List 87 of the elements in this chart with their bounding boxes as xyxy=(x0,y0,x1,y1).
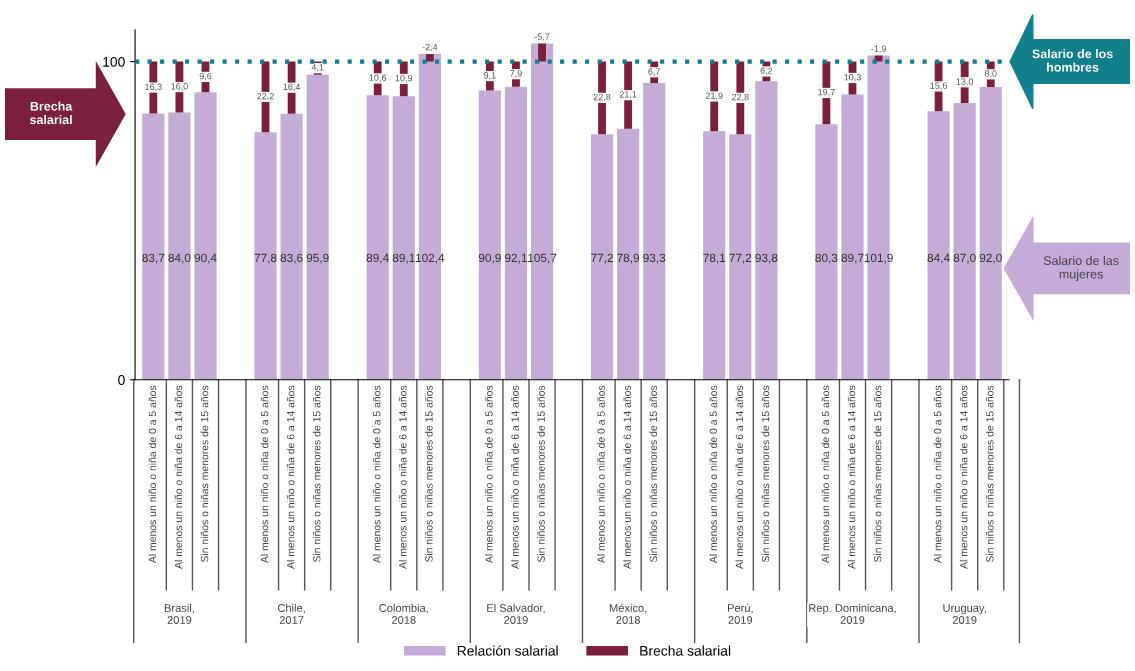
data-label: 10,3 xyxy=(844,74,861,82)
x-tick-label: Sin niños o niñas menores de 15 años xyxy=(200,385,209,563)
x-tick-label: Al menos un niño o niña de 6 a 14 años xyxy=(623,385,631,569)
data-label: 6,2 xyxy=(760,67,773,75)
text: Brecha salarial xyxy=(29,101,73,125)
text: Salario de las mujeres xyxy=(1043,255,1119,281)
data-label: 10,9 xyxy=(395,74,413,83)
x-tick-label: Al menos un niño o niña de 0 a 5 años xyxy=(821,385,830,564)
x-tick-label: Al menos un niño o niña de 0 a 5 años xyxy=(148,385,157,564)
x-tick-label: Sin niños o niñas menores de 15 años xyxy=(985,385,994,563)
data-label: 77,8 xyxy=(254,253,277,264)
data-label: 16,0 xyxy=(171,83,188,91)
x-tick-label: Sin niños o niñas menores de 15 años xyxy=(537,385,545,563)
x-tick-label: Al menos un niño o niña de 6 a 14 años xyxy=(398,385,407,569)
data-label: 16,4 xyxy=(283,83,301,92)
text: El Salvador, 2019 xyxy=(487,603,545,624)
data-label: 16,3 xyxy=(145,83,162,92)
x-tick-label: Al menos un niño o niña de 6 a 14 años xyxy=(735,385,744,569)
x-tick-label: Sin niños o niñas menores de 15 años xyxy=(761,385,770,563)
data-label: 22,2 xyxy=(257,92,274,101)
data-label: 80,3 xyxy=(815,253,838,264)
data-label: 89,1 xyxy=(392,253,415,264)
data-label: 8,0 xyxy=(984,70,997,78)
text: Uruguay, 2019 xyxy=(943,604,986,624)
data-label: -2,4 xyxy=(422,43,438,52)
x-tick-label: Al menos un niño o niña de 6 a 14 años xyxy=(286,385,295,569)
data-label: 93,3 xyxy=(643,253,666,264)
data-label: 87,0 xyxy=(953,253,976,264)
data-label: 77,2 xyxy=(591,253,613,264)
legend-label: Relación salarial xyxy=(457,645,558,656)
ref-line-label: Salario de los hombres xyxy=(1032,49,1113,72)
data-label: 9,1 xyxy=(484,72,496,80)
data-label: 19,7 xyxy=(818,88,835,97)
data-label: 9,6 xyxy=(199,72,212,81)
text: Perú, 2019 xyxy=(727,603,753,624)
text: México, 2018 xyxy=(609,603,647,624)
x-tick-label: Al menos un niño o niña de 6 a 14 años xyxy=(174,385,183,569)
data-label: 90,4 xyxy=(194,253,217,264)
data-label: 101,9 xyxy=(864,253,893,264)
x-tick-label: Al menos un niño o niña de 0 a 5 años xyxy=(597,385,605,564)
data-label: 78,9 xyxy=(617,253,640,264)
x-tick-label: Sin niños o niñas menores de 15 años xyxy=(312,385,321,563)
data-label: 22,8 xyxy=(731,93,749,102)
data-label: 21,9 xyxy=(705,92,723,100)
data-label: 92,1 xyxy=(505,253,527,264)
data-label: 21,1 xyxy=(619,91,637,99)
x-tick-label: Al menos un niño o niña de 0 a 5 años xyxy=(260,385,269,564)
data-label: 22,8 xyxy=(593,93,611,102)
data-label: 4,1 xyxy=(311,64,324,72)
y-tick-label: 100 xyxy=(103,56,125,67)
x-tick-label: Al menos un niño o niña de 6 a 14 años xyxy=(847,385,856,569)
data-label: 102,4 xyxy=(415,253,445,264)
text: Chile, 2017 xyxy=(277,603,305,624)
x-tick-label: Sin niños o niñas menores de 15 años xyxy=(425,385,433,563)
data-label: 83,7 xyxy=(142,253,165,264)
x-tick-label: Al menos un niño o niña de 0 a 5 años xyxy=(933,385,942,564)
data-label: -1,9 xyxy=(871,45,886,53)
data-label: 77,2 xyxy=(729,253,752,264)
data-label: 90,9 xyxy=(478,253,501,264)
data-label: 93,8 xyxy=(755,253,778,264)
legend-label: Brecha salarial xyxy=(640,645,731,656)
data-label: 78,1 xyxy=(703,253,726,264)
x-tick-label: Sin niños o niñas menores de 15 años xyxy=(649,385,658,563)
x-tick-label: Al menos un niño o niña de 6 a 14 años xyxy=(511,385,519,569)
x-tick-label: Al menos un niño o niña de 6 a 14 años xyxy=(959,385,968,569)
data-label: 84,4 xyxy=(927,253,950,264)
data-label: 105,7 xyxy=(528,253,557,264)
text: Rep. Dominicana, 2019 xyxy=(809,603,896,624)
text: Colombia, 2018 xyxy=(379,603,428,624)
x-tick-label: Sin niños o niñas menores de 15 años xyxy=(873,385,882,563)
data-label: 6,7 xyxy=(648,68,661,76)
data-label: 89,4 xyxy=(366,253,389,264)
data-label: 92,0 xyxy=(979,253,1002,264)
data-label: 10,6 xyxy=(369,74,387,82)
data-label: 13,0 xyxy=(956,78,974,86)
y-tick-label: 0 xyxy=(118,375,125,385)
data-label: -5,7 xyxy=(534,33,550,41)
data-label: 84,0 xyxy=(168,253,191,264)
data-label: 15,6 xyxy=(930,82,947,90)
data-label: 7,9 xyxy=(510,70,522,78)
data-label: 83,6 xyxy=(280,253,303,264)
x-tick-label: Al menos un niño o niña de 0 a 5 años xyxy=(709,385,718,564)
text: Brasil, 2019 xyxy=(164,603,194,624)
data-label: 95,9 xyxy=(306,253,329,264)
data-label: 89,7 xyxy=(841,253,864,264)
x-tick-label: Al menos un niño o niña de 0 a 5 años xyxy=(485,385,493,564)
x-tick-label: Al menos un niño o niña de 0 a 5 años xyxy=(372,385,381,564)
